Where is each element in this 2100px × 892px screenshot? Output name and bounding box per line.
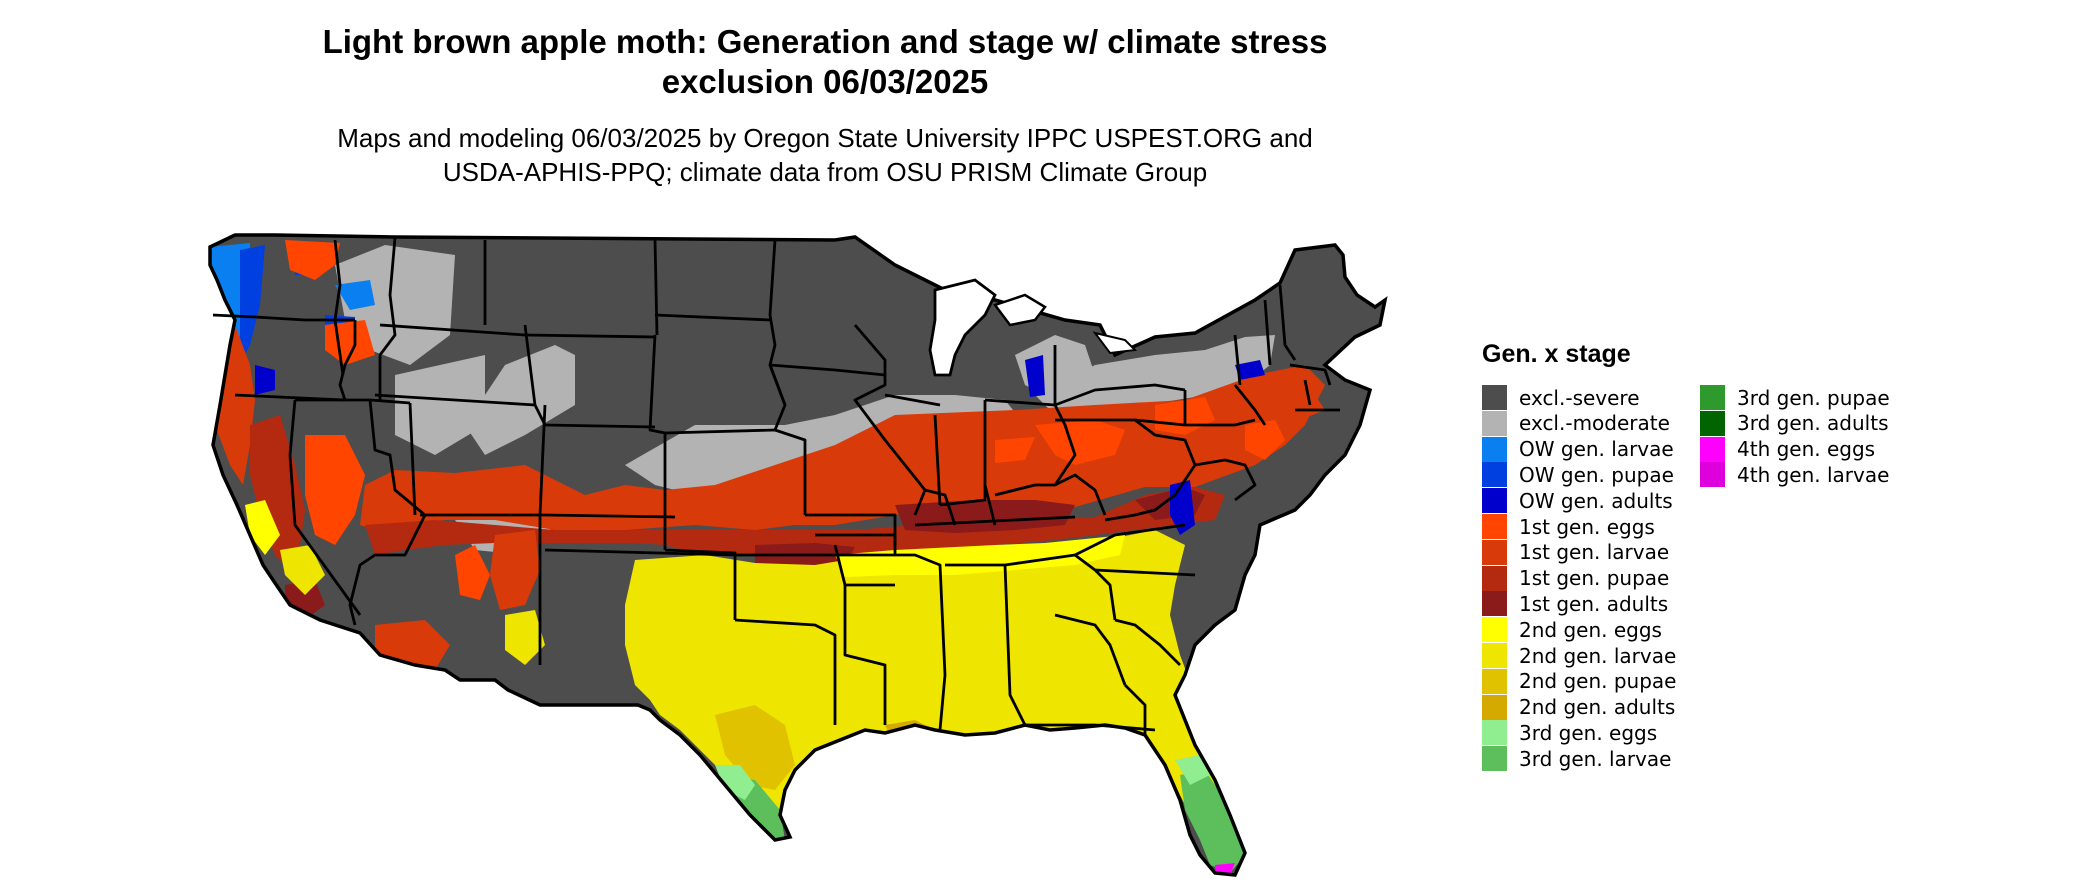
legend-label: 3rd gen. adults (1737, 411, 1889, 436)
legend-swatch (1482, 565, 1507, 591)
legend-label: excl.-severe (1519, 385, 1640, 410)
legend-swatch (1482, 436, 1507, 462)
legend-item: 2nd gen. pupae (1482, 668, 1677, 694)
map-subtitle-line-1: Maps and modeling 06/03/2025 by Oregon S… (337, 123, 1313, 153)
legend-swatch (1482, 514, 1507, 539)
legend-swatch (1700, 436, 1725, 462)
legend-label: 1st gen. adults (1519, 591, 1669, 616)
legend-item: 3rd gen. pupae (1700, 385, 1890, 410)
legend-swatch (1482, 591, 1507, 617)
legend-swatch (1700, 385, 1725, 410)
legend-item: 3rd gen. larvae (1482, 746, 1672, 772)
legend-label: 2nd gen. eggs (1519, 617, 1662, 642)
legend-item: excl.-severe (1482, 385, 1640, 410)
legend-swatch (1482, 694, 1507, 720)
legend-item: 2nd gen. larvae (1482, 643, 1676, 668)
legend-swatch (1482, 488, 1507, 514)
map-title-line-2: exclusion 06/03/2025 (661, 63, 989, 100)
legend-swatch (1482, 539, 1507, 565)
legend-label: excl.-moderate (1519, 411, 1670, 436)
legend-label: 3rd gen. eggs (1519, 720, 1658, 745)
legend-swatch (1700, 410, 1725, 436)
legend-item: OW gen. pupae (1482, 462, 1674, 488)
legend-swatch (1482, 410, 1507, 436)
legend-item: excl.-moderate (1482, 410, 1670, 436)
legend-label: 1st gen. eggs (1519, 514, 1655, 539)
legend-label: 3rd gen. pupae (1737, 385, 1890, 410)
legend-label: 4th gen. eggs (1737, 437, 1876, 462)
legend-label: 4th gen. larvae (1737, 462, 1890, 487)
legend-swatch (1482, 720, 1507, 746)
legend-item: 1st gen. adults (1482, 591, 1669, 617)
map-title-line-1: Light brown apple moth: Generation and s… (322, 23, 1328, 60)
legend-swatch (1482, 385, 1507, 410)
legend-swatch (1482, 462, 1507, 488)
legend-label: 2nd gen. adults (1519, 695, 1676, 720)
legend-swatch (1482, 746, 1507, 772)
legend-item: 2nd gen. adults (1482, 694, 1676, 720)
legend-label: OW gen. adults (1519, 488, 1673, 513)
legend-swatch (1700, 462, 1725, 488)
legend-title: Gen. x stage (1482, 340, 1631, 368)
legend-item: OW gen. larvae (1482, 436, 1674, 462)
legend-item: 3rd gen. adults (1700, 410, 1889, 436)
legend-label: OW gen. pupae (1519, 462, 1674, 487)
legend-item: 4th gen. larvae (1700, 462, 1890, 488)
legend-label: 1st gen. larvae (1519, 540, 1670, 565)
legend-swatch (1482, 668, 1507, 694)
legend-item: 3rd gen. eggs (1482, 720, 1658, 746)
legend-label: 1st gen. pupae (1519, 566, 1670, 591)
legend-item: 1st gen. larvae (1482, 539, 1670, 565)
legend-label: 2nd gen. larvae (1519, 643, 1677, 668)
map-subtitle-line-2: USDA-APHIS-PPQ; climate data from OSU PR… (442, 157, 1208, 187)
us-stage-map (208, 233, 1387, 877)
legend-item: OW gen. adults (1482, 488, 1673, 514)
legend-item: 4th gen. eggs (1700, 436, 1876, 462)
map-subtitle: Maps and modeling 06/03/2025 by Oregon S… (220, 121, 1430, 189)
legend-label: OW gen. larvae (1519, 437, 1674, 462)
legend-item: 2nd gen. eggs (1482, 617, 1662, 643)
legend-swatch (1482, 643, 1507, 668)
legend-item: 1st gen. pupae (1482, 565, 1670, 591)
legend-item: 1st gen. eggs (1482, 514, 1655, 539)
legend-label: 3rd gen. larvae (1519, 746, 1672, 771)
legend-label: 2nd gen. pupae (1519, 669, 1677, 694)
legend-swatch (1482, 617, 1507, 643)
map-title: Light brown apple moth: Generation and s… (220, 22, 1430, 102)
